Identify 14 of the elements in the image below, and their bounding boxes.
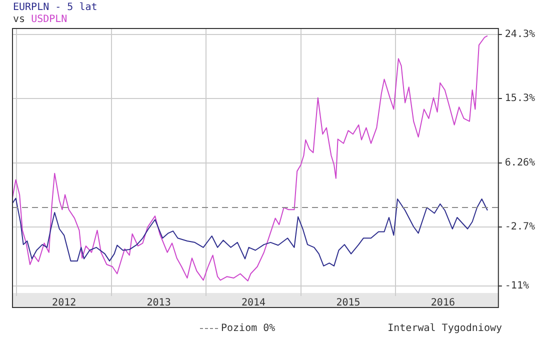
x-tick-label: 2016 bbox=[430, 298, 456, 309]
x-tick-label: 2015 bbox=[336, 298, 360, 309]
y-tick-label: -2.7% bbox=[504, 221, 536, 232]
text: Interwal Tygodniowy bbox=[388, 323, 502, 334]
legend-label: Poziom 0% bbox=[220, 323, 276, 334]
y-tick-label: 6.26% bbox=[504, 158, 536, 169]
x-tick-label: 2014 bbox=[241, 298, 266, 309]
chart-title: EURPLN - 5 lat bbox=[13, 2, 98, 13]
x-tick-label: 2012 bbox=[52, 298, 76, 309]
y-tick-label: 15.3% bbox=[504, 93, 536, 104]
x-tick-label: 2013 bbox=[146, 298, 171, 309]
y-tick-label: -11% bbox=[504, 280, 529, 292]
y-tick-label: 24.3% bbox=[504, 29, 536, 40]
chart-subtitle: vs USDPLN bbox=[13, 14, 68, 25]
